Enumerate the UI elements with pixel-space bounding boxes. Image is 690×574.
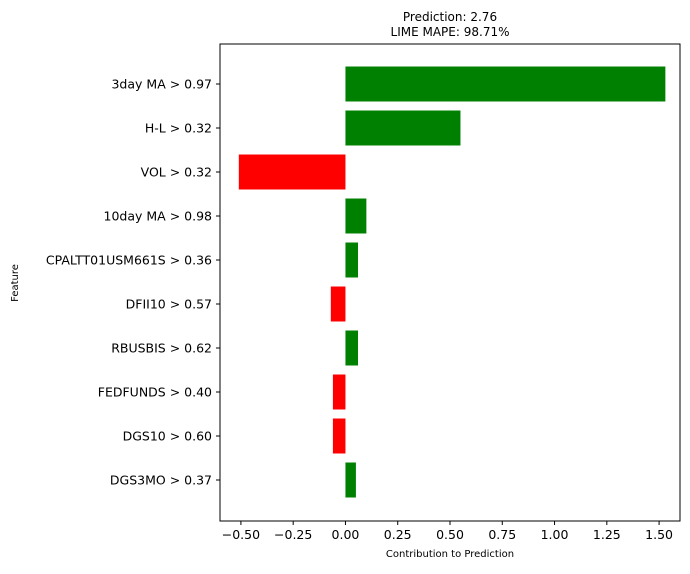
bar-6 — [345, 330, 358, 366]
y-tick-label-0: 3day MA > 0.97 — [111, 77, 212, 92]
y-axis-label: Feature — [10, 264, 21, 302]
x-tick-label-1: −0.25 — [274, 527, 312, 542]
y-tick-label-3: 10day MA > 0.98 — [104, 209, 213, 224]
chart-title: Prediction: 2.76 — [403, 10, 497, 24]
y-tick-label-2: VOL > 0.32 — [141, 165, 212, 180]
x-tick-label-8: 1.50 — [645, 527, 673, 542]
y-axis-ticks: 3day MA > 0.97 H-L > 0.32 VOL > 0.32 10day … — [46, 77, 220, 488]
bar-0 — [345, 66, 666, 102]
y-tick-label-4: CPALTT01USM661S > 0.36 — [46, 253, 212, 268]
y-tick-label-8: DGS10 > 0.60 — [123, 429, 212, 444]
x-axis-label: Contribution to Prediction — [386, 549, 514, 560]
y-tick-label-7: FEDFUNDS > 0.40 — [98, 385, 212, 400]
bar-8 — [332, 418, 346, 454]
x-tick-label-2: 0.00 — [332, 527, 360, 542]
bar-7 — [332, 374, 346, 410]
y-tick-label-1: H-L > 0.32 — [145, 121, 212, 136]
x-axis-ticks: −0.50 −0.25 0.00 0.25 0.50 0.75 1.00 1.25 1.50 — [222, 521, 673, 542]
x-tick-label-3: 0.25 — [384, 527, 412, 542]
x-tick-label-4: 0.50 — [436, 527, 464, 542]
chart-subtitle: LIME MAPE: 98.71% — [391, 25, 510, 39]
bar-3 — [345, 198, 367, 234]
x-tick-label-6: 1.00 — [541, 527, 569, 542]
bar-9 — [345, 462, 356, 498]
bar-1 — [345, 110, 461, 146]
bars-layer — [238, 66, 666, 498]
y-tick-label-6: RBUSBIS > 0.62 — [111, 341, 212, 356]
bar-4 — [345, 242, 358, 278]
bar-5 — [330, 286, 346, 322]
y-tick-label-9: DGS3MO > 0.37 — [110, 473, 212, 488]
x-tick-label-5: 0.75 — [488, 527, 516, 542]
bar-2 — [238, 154, 346, 190]
x-tick-label-7: 1.25 — [593, 527, 621, 542]
x-tick-label-0: −0.50 — [222, 527, 260, 542]
y-tick-label-5: DFII10 > 0.57 — [126, 297, 212, 312]
